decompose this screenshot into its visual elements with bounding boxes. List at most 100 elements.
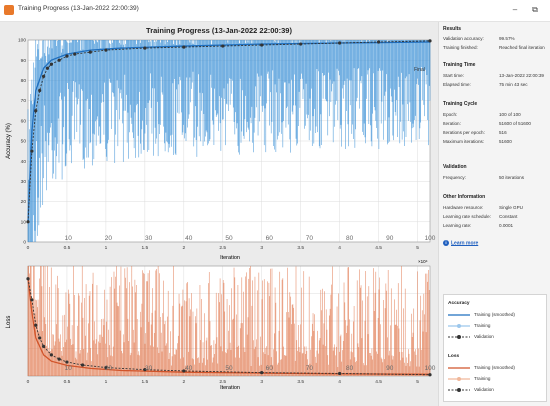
loss-validation-point: [104, 365, 108, 370]
loss-xtick-label: 1.5: [142, 379, 149, 385]
results-title: Results: [443, 26, 462, 32]
frequency-value: 50 iterations: [499, 175, 525, 180]
legend-acc-training: Training: [474, 323, 491, 328]
accuracy-exponent: ×10⁴: [418, 259, 428, 264]
frequency-label: Frequency:: [443, 175, 466, 180]
acc-xtick-label: 1.5: [142, 245, 149, 251]
validation-title: Validation: [443, 164, 467, 170]
acc-ytick-label: 0: [23, 240, 26, 246]
acc-ytick-label: 90: [21, 58, 27, 64]
acc-validation-point: [260, 43, 264, 47]
acc-validation-point: [182, 45, 186, 49]
finished-label: Training finished:: [443, 45, 478, 50]
acc-validation-point: [73, 52, 77, 56]
legend-loss-training-marker: [457, 377, 461, 381]
loss-epoch-label: 70: [306, 365, 314, 372]
loss-validation-point: [143, 368, 147, 372]
iteration-value: 51600 of 51600: [499, 121, 531, 126]
acc-epoch-label: 30: [145, 235, 153, 242]
other-info-title: Other Information: [443, 194, 486, 200]
acc-xtick-label: 4.5: [375, 245, 382, 251]
legend-acc-smoothed: Training (smoothed): [474, 312, 515, 317]
elapsed-label: Elapsed time:: [443, 82, 471, 87]
legend-loss-smoothed: Training (smoothed): [474, 365, 515, 370]
acc-xtick-label: 0.5: [64, 245, 71, 251]
legend-loss-training: Training: [474, 376, 491, 381]
learning-rate-label: Learning rate:: [443, 223, 472, 228]
loss-epoch-label: 40: [185, 365, 193, 372]
acc-epoch-label: 20: [105, 235, 113, 242]
loss-xtick-label: 1: [105, 379, 108, 385]
iterations-per-epoch-value: 516: [499, 130, 507, 135]
hardware-value: Single GPU: [499, 205, 524, 210]
accuracy-chart: 0 0.5 1 1.5 2 2.5 3 3.5 4 4.5 5 10 20 30 40 50 60 70 80 90 1…: [6, 38, 436, 264]
acc-xtick-label: 3: [260, 245, 263, 251]
acc-ytick-label: 20: [21, 199, 27, 205]
legend: Accuracy Training (smoothed) Training Va…: [443, 294, 547, 402]
start-label: Start time:: [443, 73, 464, 78]
val-acc-value: 99.57%: [499, 36, 515, 41]
loss-epoch-label: 90: [386, 365, 394, 372]
elapsed-value: 75 min 43 sec: [499, 82, 528, 87]
start-value: 13-Jan-2022 22:00:39: [499, 73, 544, 78]
loss-validation-point: [182, 369, 186, 373]
loss-validation-point: [65, 360, 69, 364]
loss-epoch-label: 20: [105, 365, 113, 372]
loss-xtick-label: 4.5: [375, 379, 382, 385]
loss-epoch-label: 100: [425, 365, 436, 372]
accuracy-xlabel: Iteration: [220, 255, 240, 261]
loss-xtick-label: 3.5: [297, 379, 304, 385]
acc-ytick-label: 80: [21, 78, 27, 84]
loss-epoch-label: 10: [65, 365, 73, 372]
loss-xtick-label: 5: [416, 379, 419, 385]
iterations-per-epoch-label: Iterations per epoch:: [443, 130, 485, 135]
acc-xtick-label: 4: [338, 245, 341, 251]
acc-training-raw-line: [27, 40, 431, 242]
epoch-value: 100 of 100: [499, 112, 521, 117]
acc-validation-point: [143, 46, 147, 50]
acc-validation-point: [57, 58, 61, 62]
loss-training-raw-line: [27, 266, 431, 376]
loss-epoch-label: 30: [145, 365, 153, 372]
final-label: Final: [414, 67, 425, 73]
loss-xtick-label: 4: [338, 379, 341, 385]
acc-epoch-label: 60: [266, 235, 274, 242]
minimize-button[interactable]: –: [512, 5, 518, 14]
loss-validation-point: [41, 344, 46, 348]
max-iterations-label: Maximum iterations:: [443, 139, 485, 144]
learn-more-link[interactable]: i Learn more: [443, 240, 478, 246]
restore-button[interactable]: ⧉: [532, 5, 538, 14]
acc-validation-point: [30, 149, 34, 153]
loss-validation-point: [49, 353, 53, 357]
acc-validation-point: [41, 74, 46, 78]
legend-loss-validation: Validation: [474, 387, 494, 392]
cycle-title: Training Cycle: [443, 101, 478, 107]
learn-more-label: Learn more: [451, 240, 479, 247]
acc-validation-point: [49, 62, 53, 66]
acc-validation-point: [299, 42, 303, 46]
legend-acc-training-marker: [457, 324, 461, 328]
acc-ytick-label: 60: [21, 118, 27, 124]
loss-xlabel: Iteration: [220, 385, 240, 391]
loss-xtick-label: 0: [27, 379, 30, 385]
loss-epoch-label: 50: [225, 365, 233, 372]
window-titlebar: Training Progress (13-Jan-2022 22:00:39)…: [0, 0, 550, 22]
acc-xtick-label: 0: [27, 245, 30, 251]
max-iterations-value: 51600: [499, 139, 512, 144]
loss-xtick-label: 2.5: [219, 379, 226, 385]
loss-validation-point: [260, 371, 264, 375]
loss-chart: 0 0.5 1 1.5 2 2.5 3 3.5 4 4.5 5 10 20 30 40 50 60 70 80 90 1…: [6, 265, 436, 391]
iteration-label: Iteration:: [443, 121, 461, 126]
acc-validation-point: [34, 109, 38, 113]
acc-xtick-label: 5: [416, 245, 419, 251]
acc-ytick-label: 30: [21, 179, 27, 185]
legend-acc-validation-marker: [457, 335, 461, 339]
epoch-label: Epoch:: [443, 112, 458, 117]
matlab-icon: [4, 5, 14, 15]
acc-validation-point: [45, 66, 50, 70]
loss-xtick-label: 2: [182, 379, 185, 385]
acc-xtick-label: 2: [182, 245, 185, 251]
acc-ytick-label: 70: [21, 98, 27, 104]
legend-swatches: [448, 314, 470, 392]
acc-ytick-label: 100: [18, 38, 26, 44]
